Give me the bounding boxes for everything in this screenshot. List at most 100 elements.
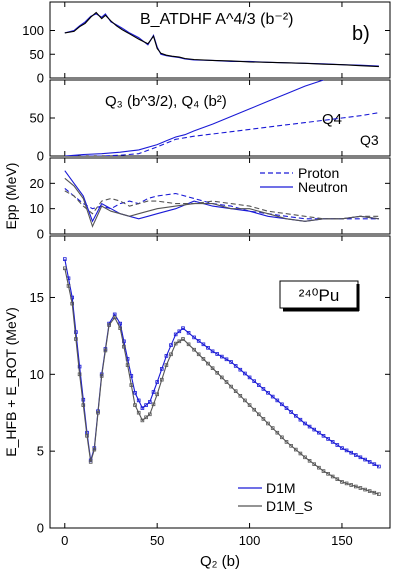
marker-3-1-5-0 [92,447,97,452]
marker-3-0-19-2 [219,354,224,359]
marker-3-0-23-2 [293,413,298,418]
marker-3-0-27-2 [367,460,372,464]
marker-3-1-21-0 [247,403,252,407]
marker-3-0-22-0 [266,390,270,395]
marker-3-1-25-1 [326,471,330,476]
q4-series-label: Q4 [322,111,342,128]
epp-legend: Proton Neutron [260,165,348,195]
nucleus-label: ²⁴⁰Pu [299,286,340,305]
marker-3-1-6-1 [103,348,108,353]
marker-3-0-23-3 [298,417,303,422]
marker-3-1-19-1 [215,370,220,375]
marker-3-1-7-0 [107,323,111,327]
marker-3-0-15-1 [169,343,173,347]
panel-batdhf: B_ATDHF A^4/3 (b⁻²) b) 0 50 100 [22,1,391,86]
marker-3-1-20-3 [243,398,247,403]
marker-3-1-21-3 [261,417,266,421]
marker-3-1-27-1 [363,487,367,492]
marker-3-1-11-0 [133,403,137,407]
marker-3-0-25-0 [321,433,326,438]
marker-3-0-26-1 [344,448,349,453]
marker-3-1-1-0 [70,301,75,306]
panel-energy: E_HFB + E_ROT (MeV) ²⁴⁰Pu D1M D1M_S 0 5 10… [3,235,391,536]
y-tick-label-1-0: 0 [37,149,44,164]
marker-3-1-4-0 [88,460,93,464]
marker-3-1-22-3 [280,435,284,440]
marker-3-1-14-0 [155,392,160,397]
marker-3-0-2-0 [77,364,82,369]
legend-d1m-label: D1M [266,480,296,496]
marker-3-0-21-1 [252,379,257,383]
marker-3-1-13-1 [151,402,156,407]
marker-3-1-26-0 [340,480,344,484]
marker-3-1-26-2 [349,483,353,487]
marker-3-1-16-1 [177,339,182,344]
marker-3-1-22-2 [275,430,280,435]
marker-3-0-23-1 [289,410,293,414]
marker-3-1-2-1 [81,403,86,407]
marker-3-1-15-1 [169,352,173,357]
marker-3-1-23-3 [298,451,303,456]
marker-3-0-14-0 [155,380,160,384]
marker-3-0-end [377,464,381,469]
marker-3-1-10-1 [129,383,134,387]
marker-3-1-17-1 [186,342,191,347]
marker-3-0-14-1 [159,367,164,371]
marker-3-1-10-0 [125,363,130,367]
marker-3-0-24-1 [307,424,312,429]
y-tick-label-3-3: 15 [30,290,44,305]
marker-3-0-27-1 [363,457,367,462]
y-tick-label-0-1: 50 [30,47,44,62]
marker-3-0-19-1 [215,352,220,356]
marker-3-1-23-2 [293,447,298,452]
marker-3-1-24-1 [307,458,312,463]
marker-3-1-8-0 [112,315,117,320]
marker-3-0-18-2 [201,342,206,347]
marker-3-0-23-0 [284,406,289,410]
y-tick-label-2-2: 20 [30,176,44,191]
marker-3-0-20-2 [238,367,243,372]
legend-neutron-label: Neutron [298,179,348,195]
marker-3-0-20-3 [243,371,247,376]
panel-energy-ylabel: E_HFB + E_ROT (MeV) [3,307,19,457]
x-tick-label-0: 0 [61,533,68,548]
marker-3-1-11-1 [136,410,141,415]
marker-3-0-26-3 [353,453,358,457]
marker-3-0-22-3 [280,402,284,407]
marker-3-1-9-0 [118,326,123,330]
marker-3-0-22-2 [275,398,280,403]
series-line-2-2 [64,190,379,220]
marker-3-0-16-1 [177,329,182,334]
figure-label: b) [352,23,370,45]
marker-3-1-12-0 [140,418,145,423]
y-tick-label-3-2: 10 [30,367,44,382]
marker-3-1-25-3 [335,477,340,481]
marker-3-0-12-1 [144,403,148,407]
marker-3-1-end [377,492,381,496]
x-tick-label-3: 150 [331,533,353,548]
y-tick-label-2-1: 10 [30,201,44,216]
marker-3-0-24-2 [312,427,316,432]
legend-d1ms-label: D1M_S [266,498,313,514]
marker-3-0-25-2 [330,440,335,444]
marker-3-1-24-0 [303,455,307,460]
marker-3-1-25-2 [330,474,335,479]
marker-3-0-26-0 [340,446,344,450]
q3-series-label: Q3 [360,132,379,148]
y-tick-label-3-1: 5 [37,444,44,459]
y-tick-label-2-0: 0 [37,227,44,242]
y-tick-label-1-1: 50 [30,111,44,126]
series-line-1-0 [64,80,324,156]
marker-3-0-18-3 [206,345,210,350]
marker-3-0-20-1 [233,364,238,368]
marker-3-0-11-1 [136,398,141,403]
x-tick-label-1: 50 [150,533,164,548]
marker-3-0-17-0 [181,326,185,330]
marker-3-1-1-1 [74,337,78,341]
marker-3-0-19-0 [210,349,215,354]
marker-3-1-24-3 [317,465,321,470]
marker-3-0-25-3 [335,443,340,447]
marker-3-1-17-0 [181,337,185,341]
nucleus-box [279,280,359,309]
